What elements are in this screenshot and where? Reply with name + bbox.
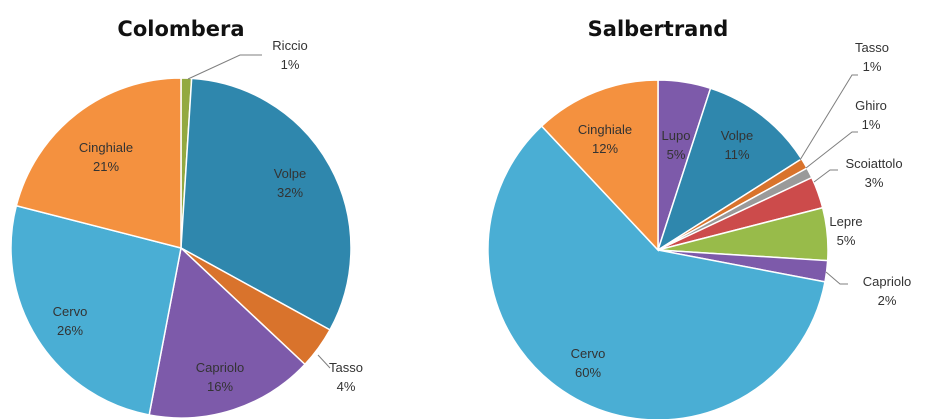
- slice-value-tasso: 4%: [337, 379, 356, 394]
- leader-line-tasso: [317, 354, 331, 369]
- slice-value-tasso: 1%: [863, 59, 882, 74]
- slice-label-cervo: Cervo: [571, 346, 606, 361]
- slice-label-cinghiale: Cinghiale: [79, 140, 133, 155]
- slice-value-lepre: 5%: [837, 233, 856, 248]
- slice-value-cervo: 60%: [575, 365, 601, 380]
- pie-salbertrand: Lupo 5% Volpe 11% Tasso 1% Ghiro 1% Scoiattolo 3%…: [487, 40, 911, 419]
- leader-line-capriolo: [825, 271, 848, 285]
- pie-slice-cervo: [487, 125, 826, 419]
- slice-value-lupo: 5%: [667, 147, 686, 162]
- slice-label-tasso: Tasso: [855, 40, 889, 55]
- pie-colombera: Riccio 1% Volpe 32% Tasso 4% Capriolo 16% Cervo 2…: [10, 38, 363, 419]
- pie-slice-cinghiale: [540, 79, 659, 252]
- pie-slice-cervo: [10, 204, 182, 416]
- slice-label-riccio: Riccio: [272, 38, 307, 53]
- slice-label-volpe: Volpe: [721, 128, 754, 143]
- slice-value-volpe: 11%: [724, 147, 749, 162]
- slice-value-cinghiale: 12%: [592, 141, 618, 156]
- leader-line-tasso: [799, 74, 858, 161]
- slice-value-volpe: 32%: [277, 185, 303, 200]
- pie-slice-volpe: [656, 87, 803, 252]
- slice-value-ghiro: 1%: [862, 117, 881, 132]
- slice-value-capriolo: 2%: [878, 293, 897, 308]
- pie-slice-volpe: [180, 77, 352, 331]
- slice-label-cinghiale: Cinghiale: [578, 122, 632, 137]
- slice-value-scoiattolo: 3%: [865, 175, 884, 190]
- slice-value-cinghiale: 21%: [93, 159, 119, 174]
- slice-label-ghiro: Ghiro: [855, 98, 887, 113]
- slice-label-capriolo: Capriolo: [863, 274, 911, 289]
- slice-value-cervo: 26%: [57, 323, 83, 338]
- leader-line-scoiattolo: [813, 169, 838, 183]
- slice-label-lepre: Lepre: [829, 214, 862, 229]
- slice-value-capriolo: 16%: [207, 379, 233, 394]
- slice-label-cervo: Cervo: [53, 304, 88, 319]
- slice-label-volpe: Volpe: [274, 166, 307, 181]
- slice-label-lupo: Lupo: [662, 128, 691, 143]
- slice-value-riccio: 1%: [281, 57, 300, 72]
- slice-label-capriolo: Capriolo: [196, 360, 244, 375]
- slice-label-scoiattolo: Scoiattolo: [845, 156, 902, 171]
- chart-title-colombera: Colombera: [117, 17, 244, 41]
- slice-label-tasso: Tasso: [329, 360, 363, 375]
- pie-slice-cinghiale: [15, 77, 182, 249]
- chart-title-salbertrand: Salbertrand: [588, 17, 729, 41]
- pie-slice-capriolo: [148, 246, 306, 419]
- leader-line-ghiro: [805, 131, 858, 169]
- leader-line-riccio: [187, 54, 262, 80]
